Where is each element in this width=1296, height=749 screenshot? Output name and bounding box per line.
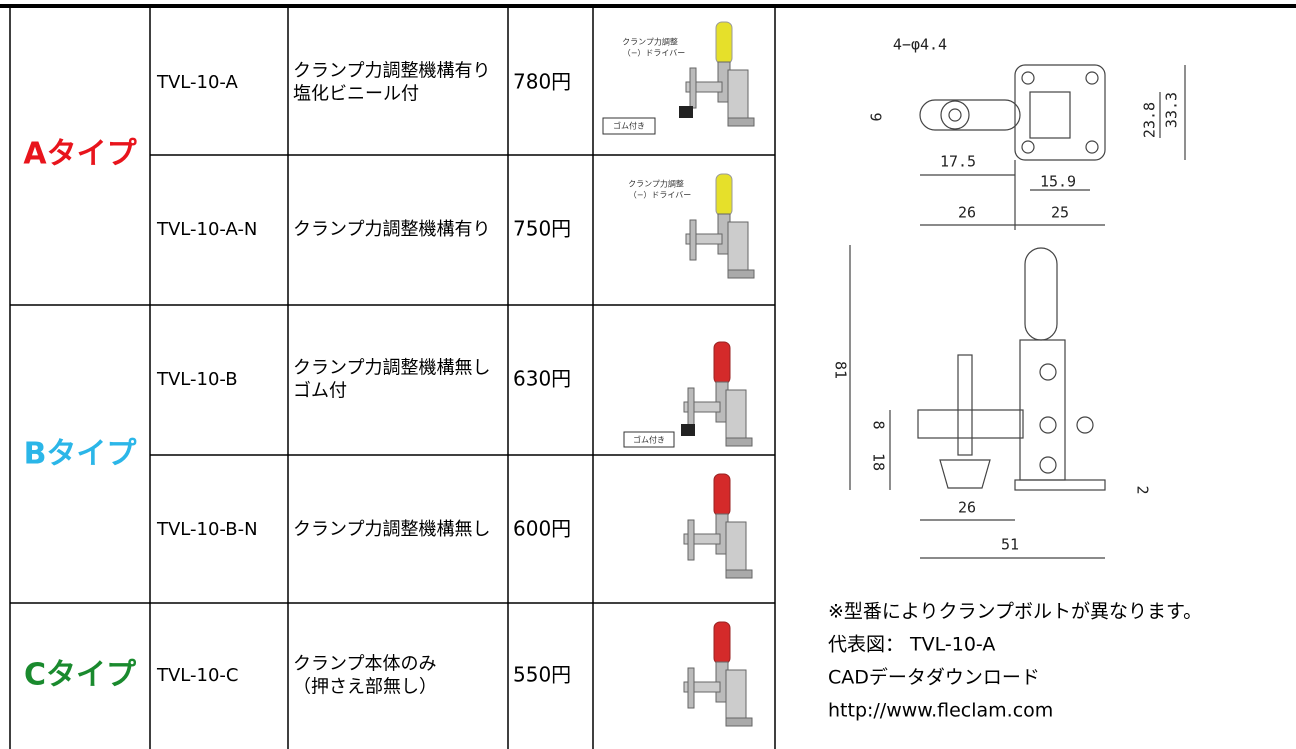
dimension: 51 (1001, 536, 1019, 554)
table-grid (0, 4, 1296, 749)
dimension: 23.8 (1141, 102, 1159, 138)
image-caption: （−）ドライバー (629, 191, 692, 200)
description: クランプ力調整機構有り (293, 61, 490, 82)
dimension: 15.9 (1040, 173, 1076, 191)
image-caption: ゴム付き (633, 435, 665, 445)
dimension: 8 (870, 420, 888, 429)
dimension: 81 (832, 361, 850, 379)
price: 780円 (513, 70, 571, 94)
description: クランプ本体のみ (293, 654, 436, 675)
description: クランプ力調整機構有り (293, 219, 490, 240)
price: 600円 (513, 517, 571, 541)
note: 代表図： TVL-10-A (828, 634, 995, 656)
price: 630円 (513, 367, 571, 391)
dimension: 18 (870, 453, 888, 471)
model: TVL-10-A (156, 72, 239, 93)
note: http://www.fleclam.com (828, 700, 1053, 722)
drawing: 4−φ4.4 9 17.5 15.9 23.8 33.3 26 25 81 8 … (832, 36, 1186, 559)
dimension: 17.5 (940, 153, 976, 171)
notes: ※型番によりクランプボルトが異なります。代表図： TVL-10-A CADデータダ… (828, 601, 1202, 722)
note: CADデータダウンロード (828, 667, 1040, 689)
type-label: Cタイプ (24, 658, 137, 693)
model: TVL-10-B-N (156, 519, 258, 540)
dimension: 4−φ4.4 (893, 36, 947, 54)
image-caption: クランプ力調整 (622, 37, 678, 47)
type-label: Aタイプ (23, 137, 137, 172)
price: 550円 (513, 663, 571, 687)
description: クランプ力調整機構無し (293, 519, 490, 540)
dimension: 26 (958, 204, 976, 222)
dimension: 2 (1134, 485, 1152, 494)
dimension: 25 (1051, 204, 1069, 222)
description: （押さえ部無し） (293, 677, 437, 698)
dimension: 9 (867, 112, 885, 121)
description: クランプ力調整機構無し (293, 358, 490, 379)
price: 750円 (513, 217, 571, 241)
description: 塩化ビニール付 (293, 84, 419, 105)
image-caption: ゴム付き (613, 121, 645, 131)
product-images: クランプ力調整 （−）ドライバー クランプ力調整 （−）ドライバー ゴム付き ゴ… (602, 21, 755, 727)
image-caption: （−）ドライバー (623, 49, 686, 58)
dimension: 33.3 (1163, 92, 1181, 128)
model: TVL-10-C (156, 665, 238, 686)
model: TVL-10-A-N (156, 219, 257, 240)
image-caption: クランプ力調整 (628, 179, 684, 189)
description: ゴム付 (293, 381, 347, 402)
type-label: Bタイプ (24, 437, 138, 472)
note: ※型番によりクランプボルトが異なります。 (828, 601, 1202, 623)
model: TVL-10-B (156, 369, 238, 390)
dimension: 26 (958, 499, 976, 517)
